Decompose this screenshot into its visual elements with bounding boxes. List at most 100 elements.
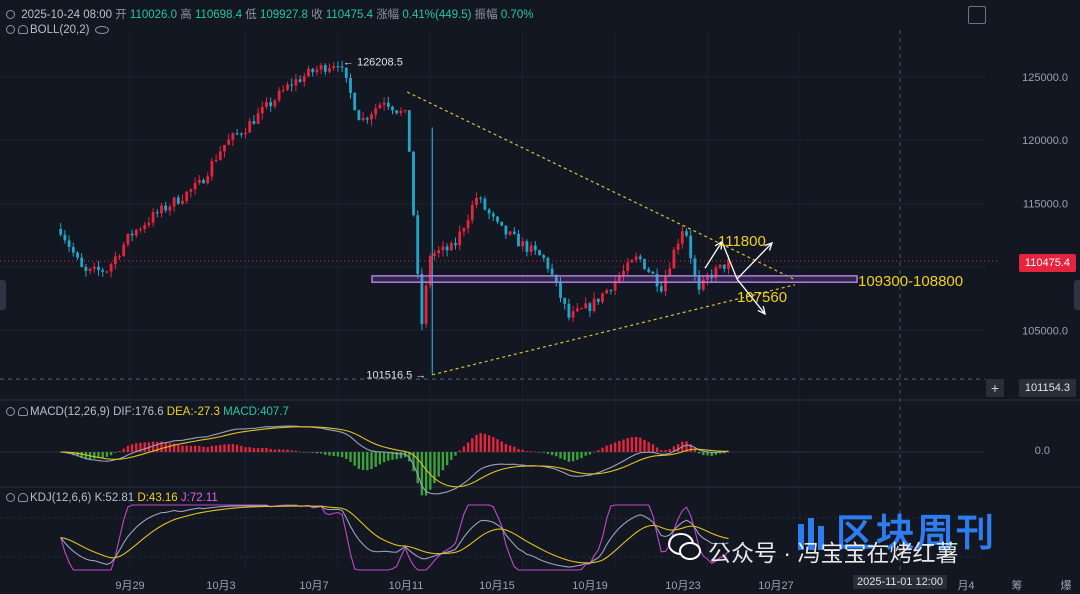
candle-body xyxy=(517,233,520,247)
macd-histogram-bar xyxy=(256,448,260,452)
macd-histogram-bar xyxy=(361,452,365,471)
macd-histogram-bar xyxy=(605,445,608,452)
crosshair-add-icon[interactable]: + xyxy=(986,379,1004,397)
resistance-label: 111800 xyxy=(718,233,766,250)
macd-dot-icon xyxy=(6,407,15,416)
hide-eye-icon[interactable] xyxy=(95,26,110,34)
x-tick-label: 10月3 xyxy=(206,580,236,592)
macd-header[interactable]: MACD(12,26,9) DIF:176.6 DEA:-27.3 MACD:4… xyxy=(6,406,289,418)
candle-body xyxy=(571,311,575,318)
candle-body xyxy=(580,308,583,310)
macd-histogram-bar xyxy=(227,444,230,452)
macd-histogram-bar xyxy=(374,452,377,467)
macd-histogram-bar xyxy=(156,441,159,452)
macd-histogram-bar xyxy=(445,452,449,466)
candle-body xyxy=(651,271,655,274)
macd-histogram-bar xyxy=(244,447,247,452)
projection-arrow-breakdown-head xyxy=(757,305,766,316)
candle-body xyxy=(336,66,340,68)
macd-histogram-bar xyxy=(437,452,440,477)
low-label: 低 xyxy=(245,9,257,21)
candle-body xyxy=(643,258,646,270)
candle-body xyxy=(538,250,541,256)
macd-histogram-bar xyxy=(139,442,142,452)
support-zone-label: 109300-108800 xyxy=(858,273,963,290)
macd-histogram-bar xyxy=(685,441,688,452)
fullscreen-icon[interactable] xyxy=(968,6,986,24)
macd-histogram-bar xyxy=(168,443,172,452)
candle-body xyxy=(370,114,373,120)
candle-body xyxy=(63,234,67,241)
macd-histogram-bar xyxy=(105,452,109,457)
candle-body xyxy=(88,268,92,271)
candle-body xyxy=(181,200,184,204)
macd-histogram-bar xyxy=(618,440,621,452)
open-value: 110026.0 xyxy=(129,9,178,21)
right-scroll-handle[interactable] xyxy=(1074,280,1080,310)
macd-histogram-bar xyxy=(336,452,340,457)
macd-histogram-bar xyxy=(185,445,188,452)
macd-name: MACD(12,26,9) xyxy=(30,406,110,418)
macd-histogram-bar xyxy=(639,437,642,452)
candle-body xyxy=(407,110,411,152)
candle-body xyxy=(727,258,730,269)
macd-histogram-bar xyxy=(584,452,587,456)
candle-body xyxy=(609,289,613,291)
macd-histogram-bar xyxy=(311,452,314,453)
macd-histogram-bar xyxy=(114,452,117,453)
amplitude-value: 0.70% xyxy=(500,9,534,21)
candle-body xyxy=(718,264,722,268)
candle-body xyxy=(412,151,415,216)
macd-histogram-bar xyxy=(198,445,201,452)
macd-histogram-bar xyxy=(172,443,176,452)
macd-histogram-bar xyxy=(672,446,676,452)
candle-body xyxy=(508,231,512,235)
candle-body xyxy=(416,215,420,274)
macd-histogram-bar xyxy=(101,452,104,458)
macd-histogram-bar xyxy=(567,452,571,462)
candle-body xyxy=(454,243,457,246)
candle-body xyxy=(227,139,231,145)
candle-body xyxy=(265,102,268,107)
kdj-header[interactable]: KDJ(12,6,6) K:52.81 D:43.16 J:72.11 xyxy=(6,492,218,504)
macd-histogram-bar xyxy=(429,452,432,490)
boll-header[interactable]: BOLL(20,2) xyxy=(6,24,110,36)
macd-histogram-bar xyxy=(269,448,272,452)
candle-body xyxy=(638,256,642,259)
left-scroll-handle[interactable] xyxy=(0,280,6,310)
candle-body xyxy=(668,268,672,276)
macd-bell-icon[interactable] xyxy=(18,407,28,416)
y-tick-label: 115000.0 xyxy=(1023,199,1068,211)
macd-histogram-bar xyxy=(282,449,285,452)
macd-dea-line xyxy=(60,426,729,488)
candle-body xyxy=(613,281,617,291)
macd-histogram-bar xyxy=(697,452,701,454)
candle-body xyxy=(382,102,386,105)
candle-body xyxy=(399,110,403,114)
macd-histogram-bar xyxy=(332,452,335,456)
macd-histogram-bar xyxy=(72,452,75,456)
candle-body xyxy=(428,256,432,286)
macd-histogram-bar xyxy=(462,446,466,452)
symbol-dot-icon xyxy=(6,10,15,19)
candle-body xyxy=(302,76,306,82)
macd-histogram-bar xyxy=(324,452,327,455)
macd-histogram-bar xyxy=(370,452,373,470)
alert-bell-icon[interactable] xyxy=(18,25,28,34)
macd-histogram-bar xyxy=(676,444,680,452)
candle-body xyxy=(206,176,210,184)
candle-body xyxy=(256,113,260,124)
crosshair-price-tag: 101154.3 xyxy=(1018,379,1076,397)
macd-histogram-bar xyxy=(723,452,726,454)
projection-line xyxy=(721,241,738,280)
candle-body xyxy=(722,264,726,269)
candle-body xyxy=(575,308,579,312)
macd-histogram-bar xyxy=(353,452,356,466)
candle-body xyxy=(80,257,84,267)
macd-histogram-bar xyxy=(109,452,113,456)
kdj-bell-icon[interactable] xyxy=(18,493,28,502)
macd-histogram-bar xyxy=(496,439,499,452)
crosshair-date-tag: 2025-11-01 12:00 xyxy=(852,575,948,589)
